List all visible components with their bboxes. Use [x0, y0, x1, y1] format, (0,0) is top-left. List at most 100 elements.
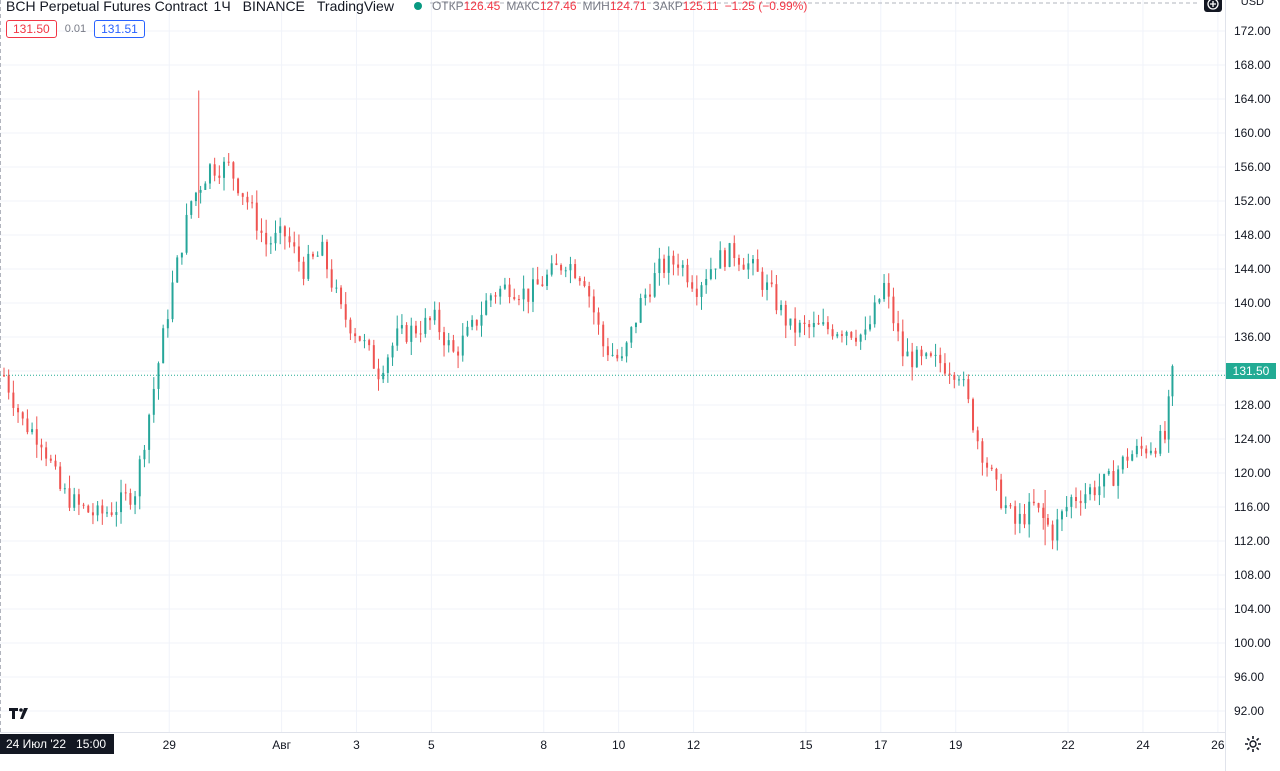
candle-body [878, 299, 881, 303]
candle-body [695, 288, 698, 297]
candle-body [311, 253, 314, 257]
candle-body [1056, 519, 1059, 541]
candle-body [920, 349, 923, 357]
candle-body [485, 300, 488, 315]
price-tick-label: 120.00 [1234, 466, 1271, 480]
candle-body [995, 468, 998, 480]
candle-body [789, 318, 792, 326]
candle-body [822, 322, 825, 325]
candle-body [508, 284, 511, 298]
close-value: 125.11 [682, 0, 719, 13]
candle-body [340, 287, 343, 305]
candle-body [1131, 454, 1134, 461]
price-tick-label: 148.00 [1234, 228, 1271, 242]
candle-body [700, 285, 703, 297]
candle-body [583, 281, 586, 287]
sell-button[interactable]: 131.50 [6, 19, 57, 38]
candle-body [124, 492, 127, 494]
candle-body [1089, 487, 1092, 495]
settings-gear-icon[interactable] [1244, 735, 1262, 753]
close-label: ЗАКР [652, 0, 683, 13]
candle-body [972, 399, 975, 431]
candle-body [12, 392, 15, 408]
candle-body [854, 337, 857, 342]
tradingview-logo-icon[interactable] [7, 703, 33, 723]
candle-body [784, 304, 787, 326]
candle-body [1046, 517, 1049, 525]
candle-body [817, 322, 820, 325]
exchange-label: BINANCE [242, 0, 305, 14]
date-tick-label: 26 [1211, 738, 1225, 752]
candle-body [756, 259, 759, 272]
candle-body [962, 379, 965, 381]
market-status-icon [413, 2, 422, 10]
candle-body [17, 407, 20, 413]
candle-body [513, 297, 516, 300]
candle-body [1009, 505, 1012, 507]
candle-body [1075, 497, 1078, 501]
candle-body [344, 304, 347, 320]
candle-body [723, 250, 726, 267]
candle-body [26, 418, 29, 433]
candle-body [428, 317, 431, 321]
candle-body [1032, 501, 1035, 504]
add-plus-icon[interactable] [1204, 0, 1222, 12]
candle-body [237, 178, 240, 194]
date-tick-label: 17 [874, 738, 888, 752]
candle-body [120, 492, 123, 513]
candle-body [1163, 430, 1166, 440]
candle-body [475, 319, 478, 326]
candle-body [213, 164, 216, 176]
candle-body [957, 379, 960, 381]
candle-body [21, 412, 24, 419]
candle-body [1028, 501, 1031, 525]
candle-body [1098, 486, 1101, 496]
date-tick-label: 3 [353, 738, 360, 752]
candle-body [54, 460, 57, 467]
candle-body [869, 324, 872, 330]
currency-selector[interactable]: USD [1240, 0, 1264, 8]
candle-body [990, 467, 993, 469]
candle-body [1000, 479, 1003, 509]
candle-body [68, 488, 71, 508]
candle-body [653, 273, 656, 297]
candle-body [321, 241, 324, 256]
candle-body [157, 363, 160, 389]
candle-body [1004, 505, 1007, 509]
candle-body [634, 322, 637, 328]
candle-body [171, 282, 174, 320]
candle-body [1079, 500, 1082, 504]
candle-body [883, 282, 886, 300]
candle-body [316, 255, 319, 257]
candle-body [260, 230, 263, 233]
candle-body [663, 258, 666, 273]
candle-body [840, 334, 843, 336]
candle-body [826, 322, 829, 330]
candle-body [279, 226, 282, 233]
candle-body [87, 505, 90, 513]
price-tick-label: 136.00 [1234, 330, 1271, 344]
candle-body [737, 258, 740, 265]
high-label: МАКС [506, 0, 540, 13]
candle-body [489, 295, 492, 301]
interval-label[interactable]: 1Ч [213, 0, 231, 14]
candle-body [864, 329, 867, 335]
candle-body [803, 322, 806, 324]
candle-body [812, 322, 815, 328]
candle-body [82, 504, 85, 506]
buy-button[interactable]: 131.51 [94, 19, 145, 38]
candle-body [457, 351, 460, 356]
candle-body [405, 325, 408, 342]
price-tick-label: 124.00 [1234, 432, 1271, 446]
price-tick-label: 160.00 [1234, 126, 1271, 140]
symbol-title[interactable]: BCH Perpetual Futures Contract [6, 0, 208, 14]
date-tick-label: 5 [428, 738, 435, 752]
candle-body [578, 278, 581, 282]
candle-body [1051, 524, 1054, 541]
candle-body [480, 314, 483, 326]
date-tick-label: Авг [272, 738, 291, 752]
candle-body [1140, 445, 1143, 449]
open-label: ОТКР [431, 0, 464, 13]
candle-body [35, 429, 38, 445]
